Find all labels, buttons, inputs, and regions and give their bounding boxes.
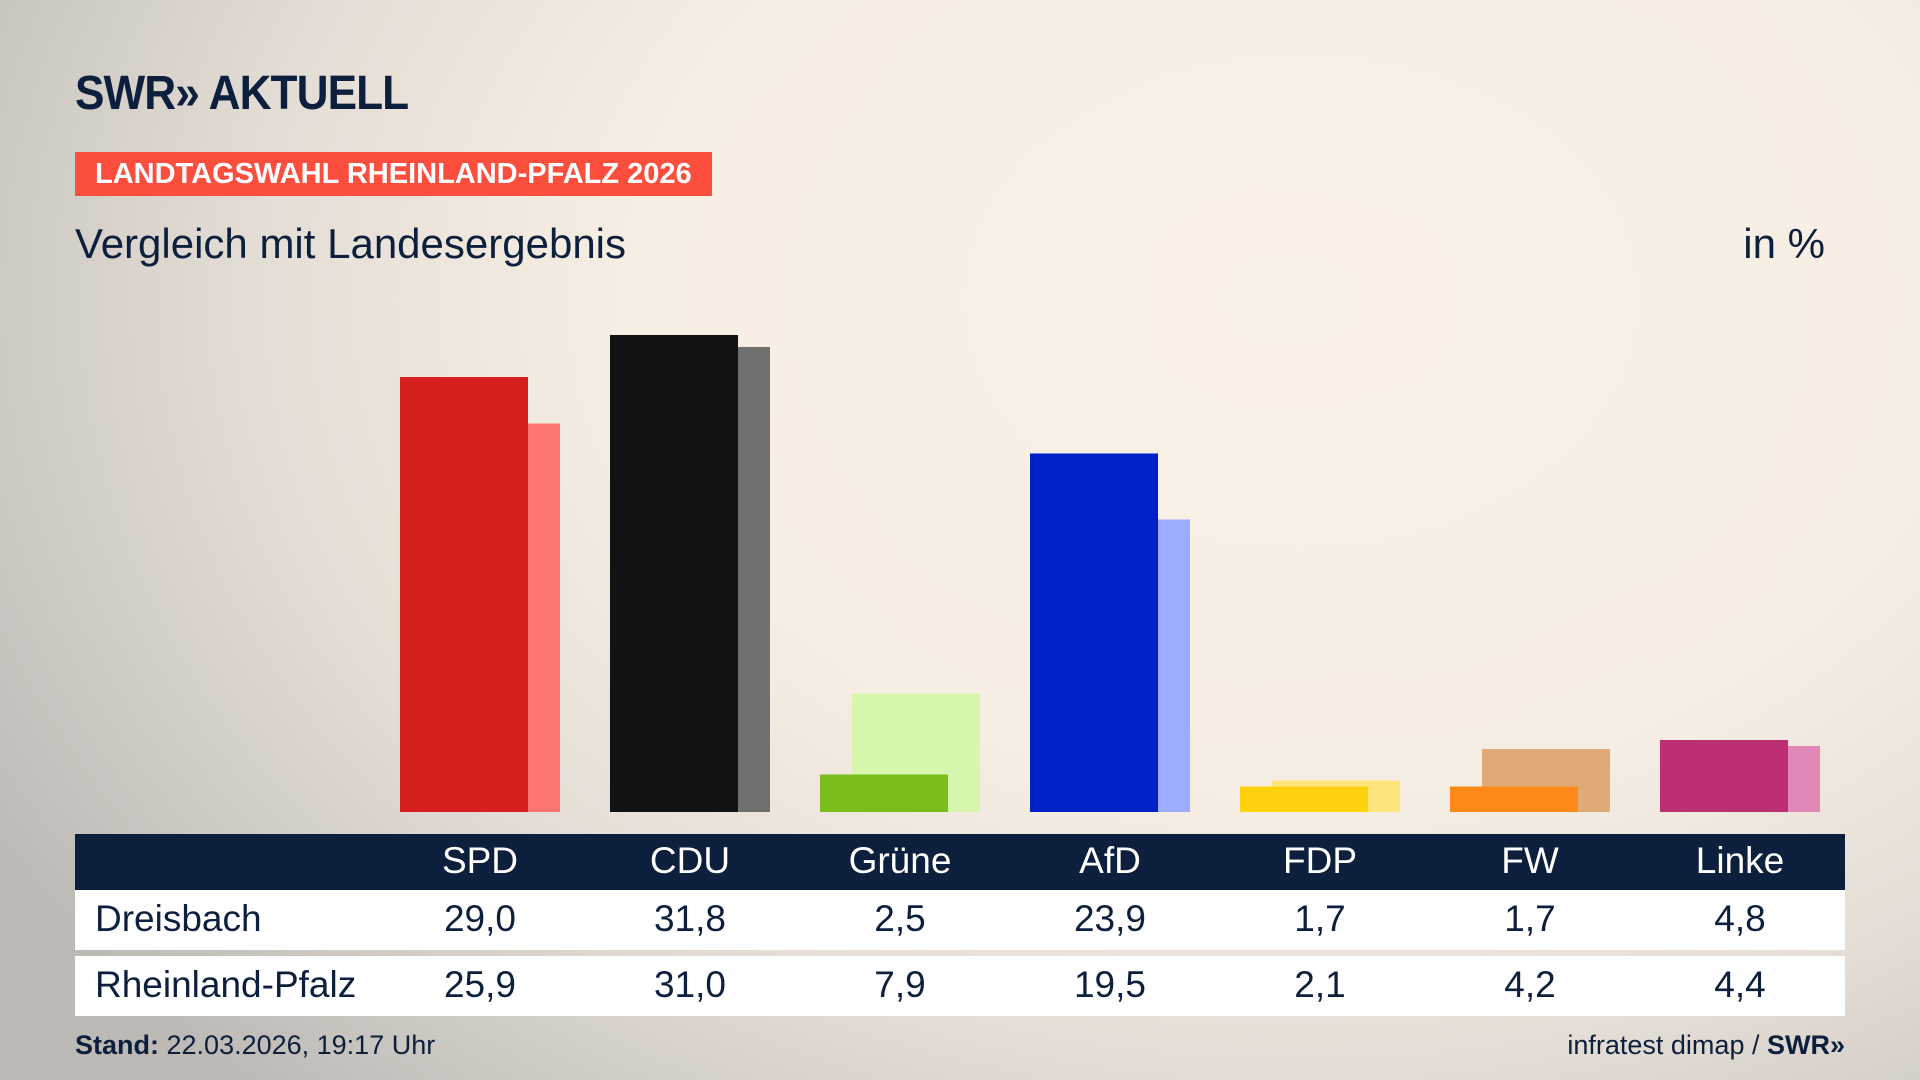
row-label: Rheinland-Pfalz — [95, 964, 357, 1005]
party-header: FDP — [1283, 840, 1357, 881]
stand-value: 22.03.2026, 19:17 Uhr — [166, 1030, 436, 1060]
value-landesergebnis: 19,5 — [1073, 964, 1146, 1005]
bar-dreisbach-spd — [400, 377, 528, 812]
bar-dreisbach-grüne — [820, 774, 948, 812]
bar-dreisbach-cdu — [610, 335, 738, 812]
value-dreisbach: 29,0 — [443, 898, 516, 939]
row-label: Dreisbach — [95, 898, 262, 939]
value-landesergebnis: 31,0 — [653, 964, 726, 1005]
party-header: Linke — [1695, 840, 1785, 881]
table-header: SPD CDU Grüne AfD FDP FW Linke — [75, 834, 1845, 890]
table-row: Rheinland-Pfalz 25,9 31,0 7,9 19,5 2,1 4,2 4,4 — [75, 956, 1845, 1016]
party-header: Grüne — [848, 840, 952, 881]
table-row: Dreisbach 29,0 31,8 2,5 23,9 1,7 1,7 4,8 — [75, 890, 1845, 950]
bar-dreisbach-fw — [1450, 786, 1578, 812]
bar-dreisbach-fdp — [1240, 786, 1368, 812]
value-landesergebnis: 4,2 — [1504, 964, 1556, 1005]
swr-aktuell-logo: SWR» AKTUELL — [75, 67, 409, 120]
value-landesergebnis: 4,4 — [1714, 964, 1766, 1005]
source-text: infratest dimap / — [1567, 1030, 1760, 1060]
unit-label: in % — [1743, 220, 1825, 267]
bar-chart — [400, 335, 1820, 812]
bar-dreisbach-linke — [1660, 740, 1788, 812]
value-landesergebnis: 7,9 — [874, 964, 926, 1005]
party-header: FW — [1501, 840, 1559, 881]
value-dreisbach: 1,7 — [1294, 898, 1346, 939]
value-dreisbach: 4,8 — [1714, 898, 1766, 939]
party-header: SPD — [441, 840, 519, 881]
value-landesergebnis: 25,9 — [443, 964, 516, 1005]
value-dreisbach: 2,5 — [874, 898, 926, 939]
value-landesergebnis: 2,1 — [1294, 964, 1346, 1005]
value-dreisbach: 1,7 — [1504, 898, 1556, 939]
party-header: CDU — [649, 840, 731, 881]
election-badge: LANDTAGSWAHL RHEINLAND-PFALZ 2026 — [75, 152, 712, 196]
timestamp: Stand: 22.03.2026, 19:17 Uhr — [75, 1030, 435, 1061]
source: infratest dimap / SWR» — [1567, 1030, 1845, 1061]
value-dreisbach: 23,9 — [1073, 898, 1146, 939]
swr-logo: SWR» — [1766, 1030, 1845, 1060]
bar-dreisbach-afd — [1030, 453, 1158, 812]
stand-label: Stand: — [75, 1030, 159, 1060]
value-dreisbach: 31,8 — [653, 898, 726, 939]
chart-subtitle: Vergleich mit Landesergebnis — [75, 220, 627, 267]
party-header: AfD — [1079, 840, 1141, 881]
